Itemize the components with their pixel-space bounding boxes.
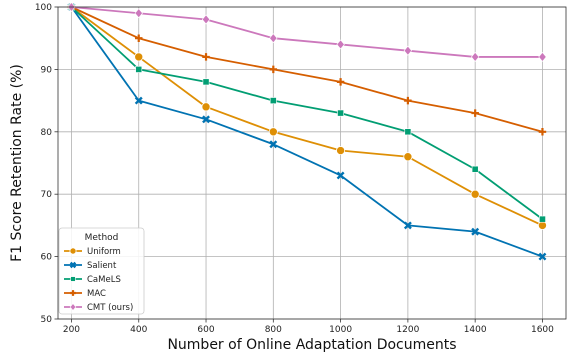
legend-label: CMT (ours) bbox=[87, 303, 133, 313]
data-point bbox=[471, 227, 480, 236]
x-tick-label: 200 bbox=[63, 325, 80, 335]
series-uniform bbox=[66, 2, 547, 230]
series-line bbox=[70, 6, 543, 258]
x-tick-label: 1200 bbox=[396, 325, 419, 335]
data-point bbox=[269, 65, 278, 74]
series-line bbox=[70, 6, 543, 220]
data-point bbox=[201, 14, 211, 25]
x-tick-label: 1400 bbox=[464, 325, 487, 335]
data-point bbox=[69, 261, 77, 269]
data-point bbox=[336, 171, 345, 180]
plot-frame bbox=[57, 6, 567, 320]
y-tick-label: 70 bbox=[41, 190, 53, 200]
x-tick-label: 600 bbox=[197, 325, 214, 335]
data-point bbox=[538, 252, 547, 261]
legend-label: CaMeLS bbox=[87, 275, 121, 285]
data-point bbox=[539, 215, 546, 223]
data-point bbox=[202, 78, 210, 86]
data-point bbox=[269, 97, 277, 104]
legend-item: CMT (ours) bbox=[64, 303, 133, 313]
legend-title: Method bbox=[85, 233, 119, 243]
legend: Method Uniform Salient CaMeLS MAC CMT (ours) bbox=[58, 227, 145, 315]
data-point bbox=[403, 45, 413, 56]
data-point bbox=[69, 247, 77, 255]
data-point bbox=[202, 115, 210, 124]
data-point bbox=[471, 165, 479, 173]
legend-item: CaMeLS bbox=[64, 275, 121, 285]
data-point bbox=[471, 51, 480, 62]
data-point bbox=[269, 140, 278, 149]
x-tick-label: 1000 bbox=[329, 325, 352, 335]
data-point bbox=[135, 66, 143, 73]
data-point bbox=[404, 96, 412, 105]
legend-label: Uniform bbox=[87, 247, 121, 257]
data-point bbox=[337, 109, 344, 117]
x-axis-ticks: 200 400 600 800 1000 1200 1400 1600 bbox=[63, 319, 554, 335]
data-point bbox=[471, 109, 479, 117]
x-tick-label: 800 bbox=[265, 325, 282, 335]
data-point bbox=[268, 127, 278, 137]
series-line bbox=[71, 6, 543, 58]
data-point bbox=[70, 276, 76, 282]
data-point bbox=[336, 146, 346, 156]
legend-item: MAC bbox=[64, 289, 106, 299]
x-tick-label: 1600 bbox=[531, 325, 554, 335]
data-point bbox=[134, 52, 144, 62]
y-axis-ticks: 50 60 70 80 90 100 bbox=[35, 3, 58, 325]
data-point bbox=[69, 303, 77, 311]
series-cmt-ours bbox=[67, 2, 547, 62]
data-point bbox=[134, 8, 143, 19]
y-axis-title: F1 Score Retention Rate (%) bbox=[9, 64, 25, 262]
legend-item: Salient bbox=[64, 261, 117, 271]
y-tick-label: 80 bbox=[41, 128, 53, 138]
data-point bbox=[269, 33, 278, 44]
x-tick-label: 400 bbox=[130, 325, 147, 335]
legend-label: MAC bbox=[87, 289, 106, 299]
data-point bbox=[336, 78, 345, 86]
series-line bbox=[71, 6, 543, 133]
data-point bbox=[134, 34, 143, 42]
data-point bbox=[403, 221, 412, 230]
y-tick-label: 100 bbox=[35, 3, 52, 13]
data-point bbox=[470, 189, 480, 199]
data-point bbox=[538, 128, 547, 136]
data-point bbox=[134, 96, 143, 105]
x-axis-title: Number of Online Adaptation Documents bbox=[167, 337, 456, 353]
legend-item: Uniform bbox=[64, 247, 121, 257]
data-point bbox=[70, 290, 76, 296]
series-layer bbox=[66, 2, 547, 261]
series-line bbox=[70, 6, 543, 227]
legend-label: Salient bbox=[87, 261, 117, 271]
data-point bbox=[403, 152, 413, 162]
y-tick-label: 90 bbox=[41, 65, 53, 75]
data-point bbox=[336, 39, 345, 50]
y-tick-label: 60 bbox=[41, 253, 53, 263]
data-point bbox=[538, 51, 547, 62]
y-tick-label: 50 bbox=[41, 315, 53, 325]
data-point bbox=[404, 128, 412, 136]
data-point bbox=[201, 102, 211, 112]
data-point bbox=[202, 53, 210, 61]
